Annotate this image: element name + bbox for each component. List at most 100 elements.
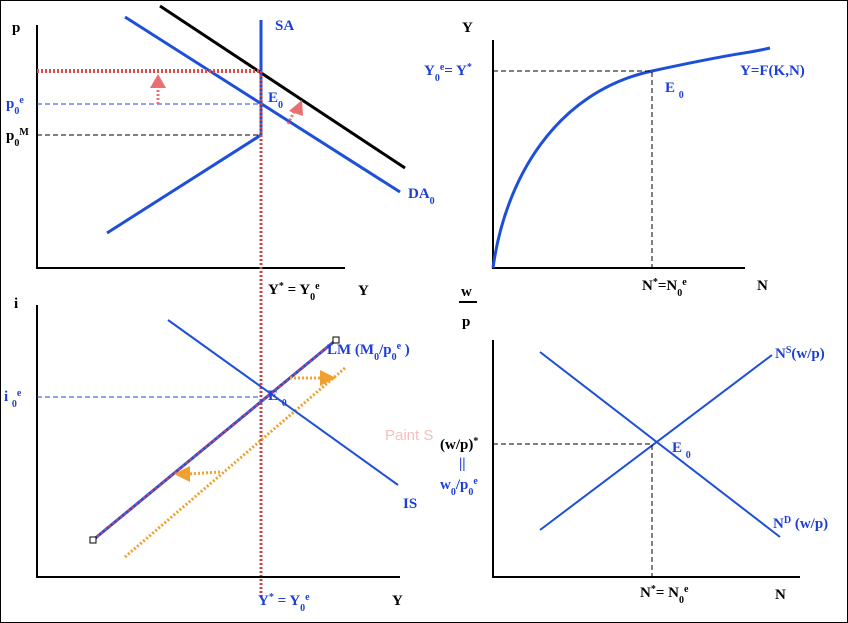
label-part: e <box>305 592 310 603</box>
label-part: e <box>473 476 478 487</box>
label-part: E <box>268 90 278 106</box>
label-part: 0 <box>278 100 283 111</box>
label-part: 0 <box>300 603 305 614</box>
i0e-label: i 0e <box>4 388 22 410</box>
label-part: 0 <box>435 73 440 84</box>
x-axis-label: Y <box>358 283 369 299</box>
label-part: 0 <box>12 399 17 410</box>
label-part: (w/p) <box>791 516 828 532</box>
production-curve <box>491 46 771 269</box>
nd-curve <box>539 351 781 538</box>
label-part: E <box>672 440 686 456</box>
y-axis-label: w <box>461 284 472 300</box>
arrow-head <box>174 466 190 482</box>
p0m-label: p0M <box>6 127 29 149</box>
x-axis-label: Y <box>392 593 403 609</box>
label-part: = Y <box>444 63 467 79</box>
w0-label: w0/p0e <box>440 476 478 498</box>
y-star-label: Y* = Y0e <box>268 281 320 303</box>
label-part: e <box>397 341 402 352</box>
label-part: p <box>6 96 14 112</box>
label-part: * <box>269 592 274 603</box>
y-axis-label: i <box>14 296 18 312</box>
label-part: e <box>440 62 445 73</box>
label-part: Y <box>424 63 435 79</box>
label-part: = Y <box>284 282 310 298</box>
label-part: /p <box>455 477 469 493</box>
axes <box>492 340 800 578</box>
label-part: e <box>17 388 22 399</box>
e0-label: E 0 <box>665 80 684 101</box>
label-part: 0 <box>374 352 379 363</box>
guide <box>493 443 653 577</box>
label-part: 0 <box>677 288 682 299</box>
label-part: 0 <box>679 90 684 101</box>
label-part: LM (M <box>327 342 374 358</box>
p0e-label: p0e <box>6 95 24 117</box>
arrow-head <box>320 370 336 386</box>
label-part: Y <box>258 593 269 609</box>
label-part: = N <box>656 585 679 601</box>
label-part: * <box>473 436 478 447</box>
label-part: 0 <box>430 196 435 207</box>
label-part: 0 <box>686 450 691 461</box>
guide <box>493 70 653 268</box>
n-star-label: N*= N0e <box>640 584 689 606</box>
lm-label: LM (M0/p0e ) <box>327 341 410 363</box>
label-part: (w/p) <box>791 346 824 362</box>
label-part: * <box>279 281 284 292</box>
wp-star-label: (w/p)* <box>440 436 478 454</box>
handle <box>332 336 340 344</box>
label-part: 0 <box>282 398 287 409</box>
label-part: e <box>19 95 24 106</box>
is-label: IS <box>403 496 417 512</box>
label-part: 0 <box>451 487 456 498</box>
equals-label: || <box>459 456 466 472</box>
label-part: N <box>775 346 786 362</box>
e0-label: E 0 <box>672 440 691 461</box>
label-part: p <box>6 128 14 144</box>
label-part: * <box>653 277 658 288</box>
label-part: N <box>773 516 784 532</box>
n-star-label: N*=N0e <box>642 277 687 299</box>
label-part: 0 <box>310 292 315 303</box>
label-part: N <box>642 278 653 294</box>
y-axis-label: Y <box>462 20 473 36</box>
label-part: w <box>440 477 451 493</box>
label-part: Y <box>268 282 279 298</box>
function-label: Y=F(K,N) <box>740 63 805 79</box>
axes <box>36 25 345 269</box>
label-part: N <box>640 585 651 601</box>
label-part: e <box>315 281 320 292</box>
label-part: = Y <box>274 593 300 609</box>
lm-overlay <box>92 339 337 541</box>
label-part: E <box>268 388 282 404</box>
ns-label: NS(w/p) <box>775 345 825 363</box>
nd-label: ND (w/p) <box>773 515 828 533</box>
label-part: /p <box>378 342 392 358</box>
label-part: 0 <box>14 106 19 117</box>
label-part: i <box>4 389 12 405</box>
label-part: e <box>684 584 689 595</box>
arrow <box>187 470 221 476</box>
label-part: 0 <box>468 487 473 498</box>
axes <box>36 305 400 578</box>
sa-label: SA <box>275 18 294 34</box>
e0-label: E0 <box>268 90 283 111</box>
label-part: 0 <box>679 595 684 606</box>
da-label: DA0 <box>408 186 435 207</box>
y-axis-label: p <box>462 314 470 330</box>
arrow-head <box>150 74 166 88</box>
label-part: e <box>682 277 687 288</box>
label-part: (w/p) <box>440 437 473 453</box>
is-curve <box>167 319 399 486</box>
lines <box>36 4 800 598</box>
label-part: * <box>467 62 472 73</box>
label-part: * <box>651 584 656 595</box>
x-axis-label: N <box>757 278 768 294</box>
label-part: ) <box>401 342 410 358</box>
handle <box>89 536 97 544</box>
label-part: =N <box>658 278 678 294</box>
